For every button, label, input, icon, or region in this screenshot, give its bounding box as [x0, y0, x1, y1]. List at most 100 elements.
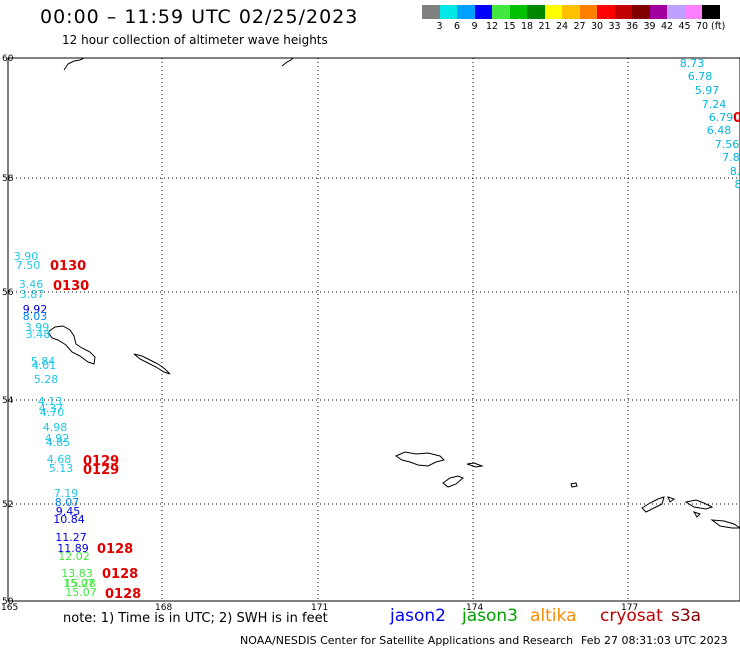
colorbar-swatch: [544, 5, 562, 19]
legend-cryosat: cryosat: [600, 606, 663, 626]
colorbar-swatch: [632, 5, 650, 19]
island-small-1: [466, 462, 484, 468]
legend-altika: altika: [530, 606, 577, 626]
wave-height-label: 9.92: [23, 303, 48, 316]
footer-note: note: 1) Time is in UTC; 2) SWH is in fe…: [63, 611, 328, 626]
y-label-52: 52: [2, 500, 13, 510]
y-label-58: 58: [2, 174, 14, 184]
island-atka-2: [692, 511, 701, 518]
island-atka-1: [684, 499, 714, 510]
island-small-2: [442, 475, 464, 488]
island-adak-1: [641, 496, 665, 513]
coastlines: [47, 57, 740, 529]
wave-height-label: 4.92: [45, 432, 70, 445]
wave-height-label: 10.84: [53, 513, 85, 526]
wave-height-label: 6.79: [709, 111, 734, 124]
wave-height-observations: 8.736.785.977.246.796.487.567.88.83.907.…: [14, 57, 740, 599]
wave-height-label: 7.19: [54, 487, 79, 500]
colorbar-tick-label: 9: [471, 21, 478, 32]
map-title: 00:00 – 11:59 UTC 02/25/2023: [40, 6, 359, 28]
wave-height-label: 9.45: [56, 505, 81, 518]
wave-height-label: 4.13: [38, 395, 63, 408]
wave-height-label: 6.48: [707, 124, 732, 137]
colorbar-swatch: [474, 5, 492, 19]
wave-height-label: 4.68: [47, 453, 72, 466]
pass-time-label: 0129: [83, 454, 119, 469]
x-label-165: 165: [1, 603, 18, 613]
wave-height-label: 8.07: [55, 496, 80, 509]
island-kiska: [394, 451, 445, 467]
y-label-50: 50: [2, 597, 14, 607]
colorbar-swatch: [667, 5, 685, 19]
colorbar-swatch: [649, 5, 667, 19]
wave-height-label: 5.28: [34, 373, 59, 386]
wave-height-label: 11.89: [57, 542, 89, 555]
colorbar-tick-label: 3: [436, 21, 443, 32]
wave-height-label: 11.27: [55, 531, 87, 544]
colorbar-tick-label: 27: [573, 21, 586, 32]
colorbar-tick-label: 39: [643, 21, 656, 32]
colorbar-swatch: [702, 5, 720, 19]
colorbar-tick-label: 42: [660, 21, 674, 32]
wave-height-label: 7.50: [16, 259, 41, 272]
graticule: [8, 58, 740, 601]
wave-height-label: 7.24: [702, 98, 727, 111]
colorbar-tick-label: 21: [538, 21, 551, 32]
wave-height-label: 5.13: [49, 462, 74, 475]
colorbar-tick-label: 18: [520, 21, 534, 32]
colorbar-swatch: [684, 5, 702, 19]
pass-time-label: 0128: [97, 542, 133, 557]
x-label-177: 177: [621, 603, 638, 613]
colorbar-swatch: [597, 5, 615, 19]
colorbar-swatch: [492, 5, 510, 19]
coastline-north-1: [63, 57, 85, 71]
wave-height-label: 4.37: [39, 402, 64, 415]
colorbar-unit: (ft): [711, 21, 726, 32]
legend-jason3: jason3: [462, 606, 518, 626]
pass-time-label: 0129: [83, 463, 119, 478]
wave-height-label: 4.70: [40, 406, 65, 419]
coastline-north-2: [281, 57, 294, 67]
credit-text: NOAA/NESDIS Center for Satellite Applica…: [240, 634, 574, 647]
x-label-174: 174: [466, 603, 483, 613]
x-label-171: 171: [311, 603, 328, 613]
colorbar-tick-label: 45: [678, 21, 691, 32]
colorbar-swatch: [527, 5, 545, 19]
wave-height-label: 3.87: [20, 288, 45, 301]
wave-height-label: 15.07: [63, 577, 95, 590]
colorbar-tick-label: 70: [695, 21, 709, 32]
colorbar-swatch: [509, 5, 527, 19]
wave-height-label: 4.85: [46, 436, 71, 449]
map-subtitle: 12 hour collection of altimeter wave hei…: [62, 33, 328, 47]
colorbar-tick-label: 24: [555, 21, 569, 32]
island-small-3: [570, 482, 578, 488]
colorbar-tick-label: 36: [625, 21, 639, 32]
wave-height-label: 8.73: [680, 57, 705, 70]
legend-jason2: jason2: [390, 606, 446, 626]
colorbar-swatch: [422, 5, 440, 19]
y-axis-labels: 60 58 56 54 52 50: [2, 54, 14, 607]
wave-height-label: 8: [735, 178, 740, 191]
wave-height-label: 3.48: [26, 328, 51, 341]
x-axis-labels: 165 168 171 174 177: [1, 603, 638, 613]
colorbar-tick-label: 15: [503, 21, 516, 32]
colorbar-tick-label: 6: [453, 21, 461, 32]
pass-time-label: 0128: [105, 587, 141, 602]
wave-height-label: 5.84: [31, 355, 56, 368]
colorbar-tick-label: 33: [608, 21, 621, 32]
colorbar-tick-label: 30: [590, 21, 604, 32]
wave-height-label: 12.02: [58, 550, 90, 563]
wave-height-label: 13.83: [61, 567, 93, 580]
wave-height-label: 4.01: [32, 359, 57, 372]
wave-height-label: 8.: [730, 165, 740, 178]
legend-s3a: s3a: [671, 606, 702, 626]
pass-time-label: 0128: [102, 567, 138, 582]
colorbar-swatch: [562, 5, 580, 19]
wave-height-label: 15.07: [65, 586, 97, 599]
colorbar-swatch: [579, 5, 597, 19]
wave-height-label: 8.03: [23, 310, 48, 323]
y-label-54: 54: [2, 396, 14, 406]
x-label-168: 168: [155, 603, 172, 613]
